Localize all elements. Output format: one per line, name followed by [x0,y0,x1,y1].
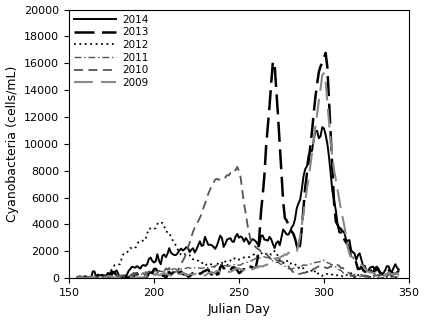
Line: 2012: 2012 [77,222,399,278]
2009 [83,276,88,280]
2014 [396,268,401,271]
2014 [173,253,178,257]
2011 [151,270,156,273]
2010 [151,272,156,276]
2013 [75,276,80,280]
2010 [110,274,116,278]
X-axis label: Julian Day: Julian Day [207,303,270,317]
2011 [396,275,401,279]
2012 [110,265,116,269]
2011 [94,276,99,280]
2012 [396,275,401,279]
2012 [240,257,245,261]
2011 [262,255,267,259]
2009 [321,71,326,75]
2009 [151,274,156,278]
2013 [172,269,177,273]
2012 [156,220,162,224]
Y-axis label: Cyanobacteria (cells/mL): Cyanobacteria (cells/mL) [6,66,19,222]
2013 [109,273,114,277]
2014 [151,260,156,264]
2013 [150,271,155,275]
2011 [168,268,173,272]
2013 [236,271,241,275]
2009 [238,267,243,271]
2014 [75,275,80,279]
2010 [168,270,173,274]
Legend: 2014, 2013, 2012, 2011, 2010, 2009: 2014, 2013, 2012, 2011, 2010, 2009 [72,13,150,90]
2009 [110,276,116,279]
2009 [173,272,178,276]
2013 [396,269,401,272]
2011 [110,276,116,280]
2013 [167,270,172,274]
2009 [75,276,80,280]
2012 [85,276,90,280]
Line: 2010: 2010 [77,167,399,278]
2010 [75,275,80,279]
2011 [223,264,228,268]
2010 [396,274,401,278]
2012 [224,264,230,268]
Line: 2011: 2011 [77,257,399,278]
2010 [173,270,178,273]
2009 [168,273,173,277]
Line: 2014: 2014 [77,127,399,278]
2009 [223,270,228,274]
Line: 2009: 2009 [77,73,399,278]
2010 [240,189,245,193]
2010 [88,276,94,280]
2013 [221,266,226,270]
2012 [75,276,80,280]
2010 [235,165,240,169]
2014 [320,125,325,129]
2009 [396,273,401,277]
2014 [223,242,228,246]
2011 [238,263,243,267]
2011 [75,276,80,280]
2010 [223,175,228,179]
2013 [323,51,328,55]
2012 [175,248,180,251]
2012 [151,227,156,231]
Line: 2013: 2013 [77,53,399,278]
2012 [170,238,175,242]
2014 [238,234,243,238]
2014 [110,271,116,275]
2014 [168,251,173,255]
2014 [88,276,94,280]
2011 [173,267,178,271]
